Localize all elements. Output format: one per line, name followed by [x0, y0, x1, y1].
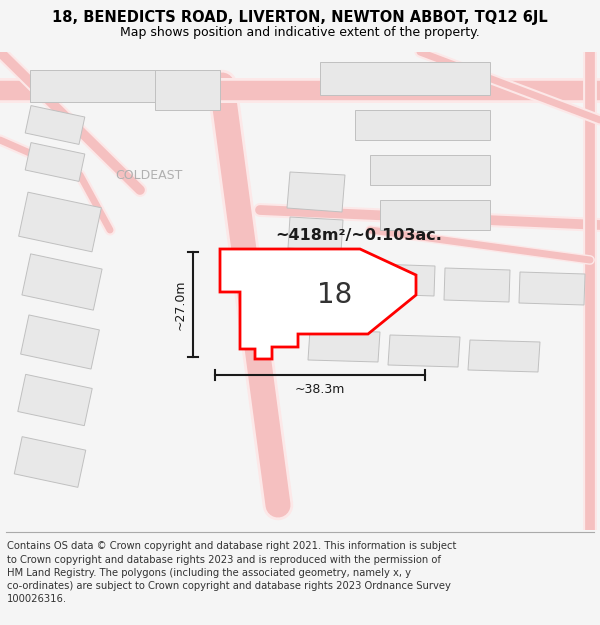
Polygon shape: [308, 330, 380, 362]
Polygon shape: [355, 110, 490, 140]
Polygon shape: [30, 70, 175, 102]
Polygon shape: [19, 192, 101, 252]
Text: ~418m²/~0.103ac.: ~418m²/~0.103ac.: [275, 228, 442, 242]
Polygon shape: [220, 249, 416, 359]
Polygon shape: [444, 268, 510, 302]
Polygon shape: [18, 374, 92, 426]
Text: Contains OS data © Crown copyright and database right 2021. This information is : Contains OS data © Crown copyright and d…: [7, 541, 457, 604]
Polygon shape: [320, 62, 490, 95]
Polygon shape: [20, 315, 100, 369]
Polygon shape: [287, 172, 345, 212]
Text: ~27.0m: ~27.0m: [174, 279, 187, 330]
Polygon shape: [304, 260, 365, 292]
Text: Map shows position and indicative extent of the property.: Map shows position and indicative extent…: [120, 26, 480, 39]
Polygon shape: [25, 106, 85, 144]
Polygon shape: [22, 254, 102, 310]
Polygon shape: [14, 437, 86, 488]
Polygon shape: [288, 217, 343, 252]
Polygon shape: [155, 70, 220, 110]
Polygon shape: [380, 200, 490, 230]
Polygon shape: [468, 340, 540, 372]
Text: ~38.3m: ~38.3m: [295, 383, 345, 396]
Polygon shape: [519, 272, 585, 305]
Text: 18: 18: [317, 281, 353, 309]
Polygon shape: [388, 335, 460, 367]
Text: Benedicts Road: Benedicts Road: [254, 254, 274, 336]
Polygon shape: [25, 142, 85, 181]
Polygon shape: [374, 264, 435, 296]
Polygon shape: [370, 155, 490, 185]
Text: COLDEAST: COLDEAST: [115, 169, 182, 181]
Text: 18, BENEDICTS ROAD, LIVERTON, NEWTON ABBOT, TQ12 6JL: 18, BENEDICTS ROAD, LIVERTON, NEWTON ABB…: [52, 11, 548, 26]
